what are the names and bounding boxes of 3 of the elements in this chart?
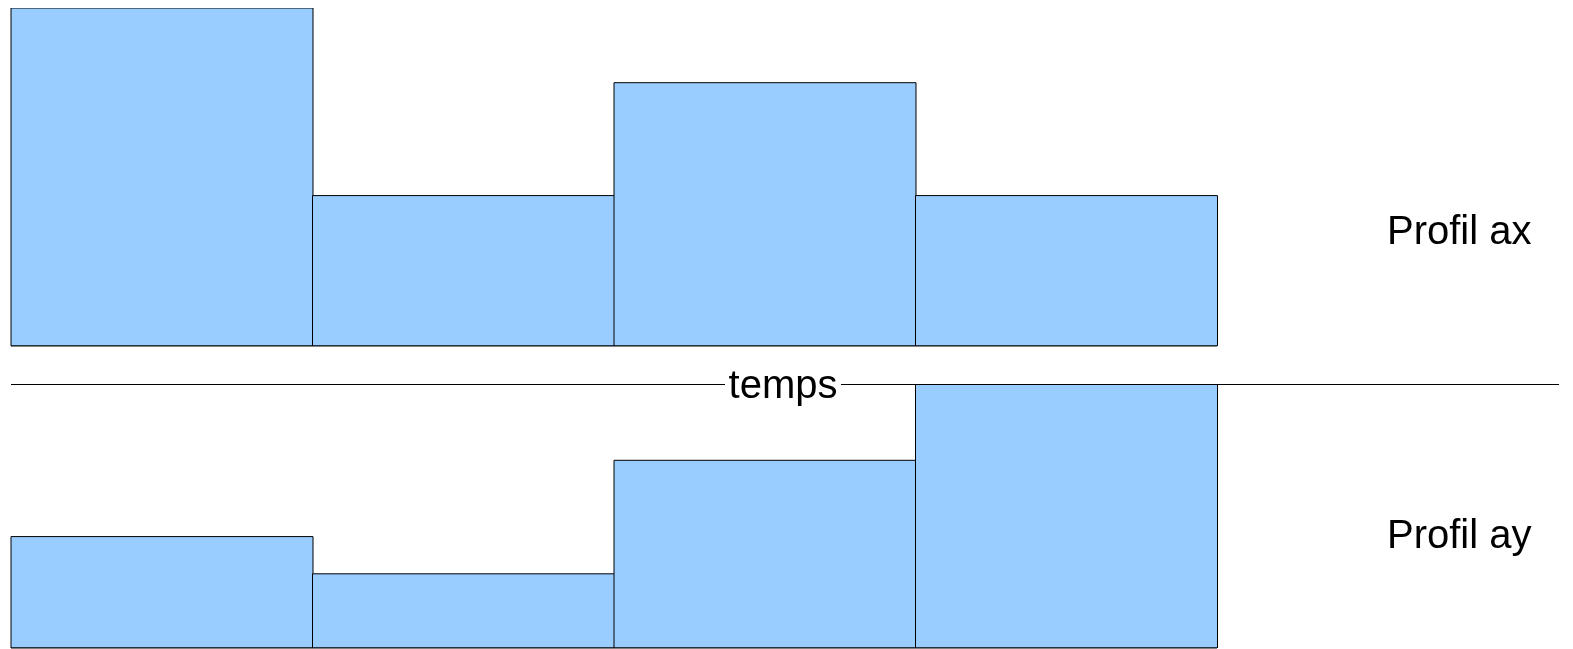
x-axis-title: temps — [724, 362, 842, 406]
y-axis-title: Profil ax — [1387, 208, 1532, 253]
y-axis-title: Profil ay — [1387, 512, 1532, 557]
